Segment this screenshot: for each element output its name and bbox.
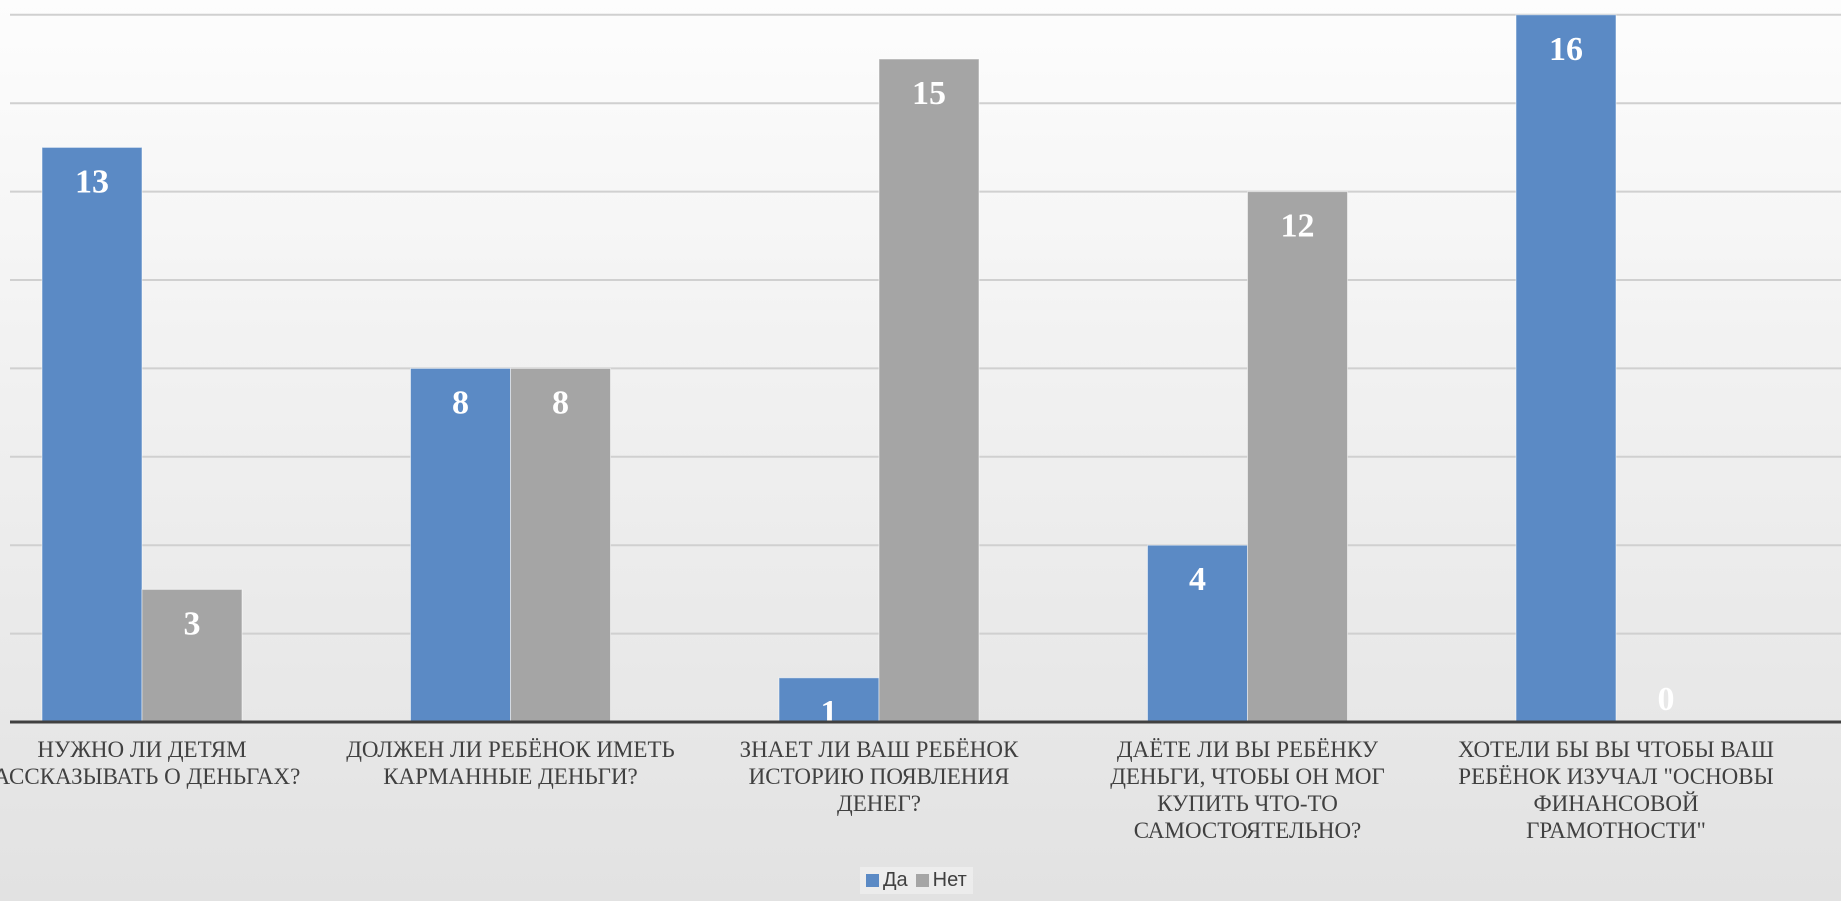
- bar-net-4: [1247, 191, 1348, 723]
- category-label-1: НУЖНО ЛИ ДЕТЯМ РАССКАЗЫВАТЬ О ДЕНЬГАХ?: [0, 737, 301, 789]
- category-label-2: ДОЛЖЕН ЛИ РЕБЁНОК ИМЕТЬ КАРМАННЫЕ ДЕНЬГИ…: [346, 737, 675, 789]
- bars: [41, 14, 1617, 723]
- legend-swatch-net: [915, 874, 929, 887]
- legend[interactable]: Да Нет: [860, 867, 973, 894]
- data-label: 1: [821, 694, 838, 731]
- data-label: 8: [452, 384, 469, 421]
- legend-item-da[interactable]: Да: [866, 869, 908, 892]
- bar-da-1: [41, 146, 143, 723]
- value-labels: 13 3 8 8 1 15 4 12 16 0: [75, 31, 1675, 731]
- legend-label-net: Нет: [932, 869, 967, 891]
- bar-net-3: [878, 58, 980, 723]
- category-label-3: ЗНАЕТ ЛИ ВАШ РЕБЁНОК ИСТОРИЮ ПОЯВЛЕНИЯ Д…: [739, 737, 1019, 816]
- legend-label-da: Да: [883, 869, 908, 891]
- data-label: 13: [75, 163, 109, 200]
- data-label: 0: [1658, 681, 1675, 718]
- bar-net-2: [510, 367, 611, 723]
- legend-item-net[interactable]: Нет: [915, 869, 967, 892]
- data-label: 16: [1549, 31, 1583, 68]
- data-label: 3: [184, 605, 201, 642]
- bar-da-5: [1515, 14, 1617, 723]
- bar-da-4: [1147, 544, 1248, 723]
- legend-swatch-da: [866, 874, 879, 887]
- data-label: 4: [1189, 561, 1206, 598]
- category-label-4: ДАЁТЕ ЛИ ВЫ РЕБЁНКУ ДЕНЬГИ, ЧТОБЫ ОН МОГ…: [1110, 737, 1385, 843]
- data-label: 8: [552, 384, 569, 421]
- bar-da-2: [410, 367, 511, 723]
- category-label-5: ХОТЕЛИ БЫ ВЫ ЧТОБЫ ВАШ РЕБЁНОК ИЗУЧАЛ "О…: [1458, 737, 1774, 843]
- data-label: 12: [1281, 208, 1315, 245]
- data-label: 15: [912, 75, 946, 112]
- bar-net-1: [141, 588, 243, 723]
